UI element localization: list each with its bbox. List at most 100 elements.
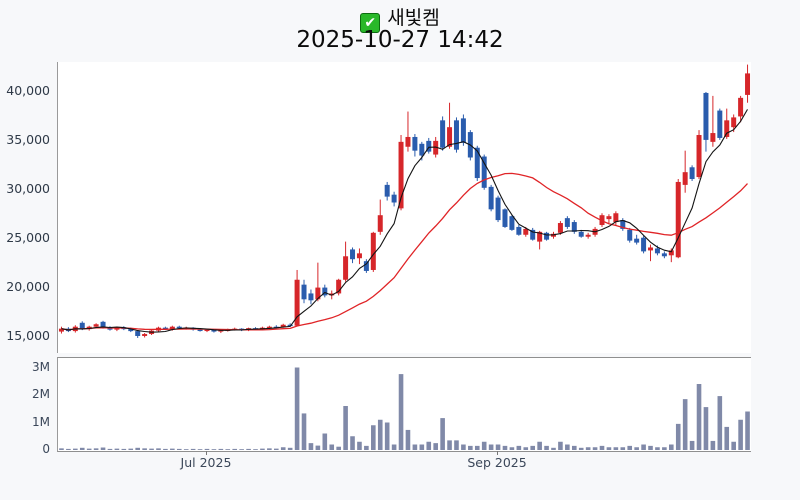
price-chart-panel[interactable] <box>57 62 751 353</box>
volume-bar <box>537 441 542 450</box>
volume-bar <box>696 384 702 450</box>
candle-down <box>564 218 570 227</box>
volume-bar <box>301 413 307 450</box>
candle-down <box>453 120 459 150</box>
candle-up <box>377 215 383 232</box>
candle-up <box>682 172 688 185</box>
candle-up <box>356 253 362 259</box>
price-axis-label: 40,000 <box>6 83 50 98</box>
volume-bar <box>107 448 113 450</box>
candle-up <box>668 250 674 256</box>
volume-bar <box>280 447 286 450</box>
volume-bar <box>544 445 549 450</box>
candle-down <box>620 220 626 229</box>
candle-up <box>447 127 453 147</box>
volume-bar <box>149 448 154 450</box>
volume-bar <box>461 444 466 450</box>
candle-down <box>460 118 466 143</box>
volume-bar <box>495 444 501 450</box>
volume-bar <box>724 426 730 450</box>
price-axis-label: 15,000 <box>6 327 50 343</box>
volume-bar <box>211 449 217 450</box>
candle-down <box>135 331 141 336</box>
x-axis-tick <box>497 451 499 455</box>
candle-down <box>641 237 647 252</box>
volume-bar <box>675 423 681 450</box>
candle-down <box>419 143 425 156</box>
volume-bar <box>176 448 182 450</box>
volume-bar <box>530 445 536 450</box>
candle-down <box>211 329 217 332</box>
candle-down <box>634 238 640 243</box>
candle-up <box>557 223 563 233</box>
volume-bar <box>246 448 251 450</box>
chart-datetime: 2025-10-27 14:42 <box>296 27 504 53</box>
slow-ma-line <box>61 172 748 331</box>
candlestick-chart[interactable] <box>58 62 751 353</box>
volume-bar <box>183 449 189 450</box>
volume-bar <box>558 441 563 450</box>
candle-up <box>710 133 716 142</box>
volume-chart-panel[interactable] <box>57 357 751 452</box>
volume-bar <box>343 406 348 450</box>
candle-up <box>738 97 744 117</box>
volume-bar <box>267 448 272 450</box>
candle-up <box>370 232 376 270</box>
candle-up <box>405 136 411 147</box>
volume-bar <box>655 447 660 450</box>
candle-up <box>336 279 342 294</box>
volume-bar <box>232 448 238 450</box>
candle-down <box>322 287 328 296</box>
candle-down <box>350 249 356 260</box>
volume-bar <box>516 445 522 450</box>
candle-down <box>488 186 494 210</box>
candle-down <box>79 322 85 330</box>
candle-down <box>162 327 168 330</box>
price-axis-label: 35,000 <box>6 131 50 147</box>
volume-bar <box>100 447 106 450</box>
volume-bar <box>488 444 494 450</box>
candle-up <box>724 120 730 137</box>
candle-down <box>509 216 515 230</box>
volume-bar <box>156 448 161 450</box>
candle-down <box>703 92 709 140</box>
volume-bar <box>648 445 653 450</box>
candle-up <box>266 326 272 329</box>
candle-down <box>363 261 369 271</box>
candle-down <box>571 222 577 232</box>
candle-up <box>675 181 681 258</box>
volume-bars[interactable] <box>58 358 751 450</box>
x-axis-tick <box>205 451 207 455</box>
candle-up <box>280 324 286 328</box>
volume-bar <box>447 440 452 450</box>
volume-bar <box>419 444 425 450</box>
volume-bar <box>502 445 508 450</box>
volume-bar <box>565 444 570 450</box>
volume-bar <box>613 447 619 450</box>
candle-up <box>537 231 543 242</box>
candle-down <box>197 329 203 332</box>
volume-bar <box>121 448 127 450</box>
candle-down <box>391 194 397 203</box>
candle-up <box>142 334 148 336</box>
volume-bar <box>578 447 584 450</box>
candle-down <box>578 231 584 237</box>
volume-bar <box>454 440 459 450</box>
volume-bar <box>350 436 355 450</box>
candle-down <box>107 327 113 330</box>
volume-bar <box>336 446 341 450</box>
candle-up <box>648 247 654 251</box>
volume-bar <box>606 447 612 450</box>
candle-up <box>204 329 210 332</box>
volume-bar <box>662 447 667 450</box>
volume-bar <box>468 445 473 450</box>
x-axis-month-label: Jul 2025 <box>180 455 232 470</box>
stock-title: 새빛켐 <box>387 7 440 29</box>
volume-bar <box>308 443 314 450</box>
volume-bar <box>287 447 293 450</box>
candle-up <box>315 287 321 300</box>
checked-checkbox-icon[interactable]: ✔ <box>360 13 381 33</box>
candle-down <box>287 324 293 327</box>
x-axis-month-label: Sep 2025 <box>467 455 527 470</box>
candle-up <box>523 228 529 235</box>
